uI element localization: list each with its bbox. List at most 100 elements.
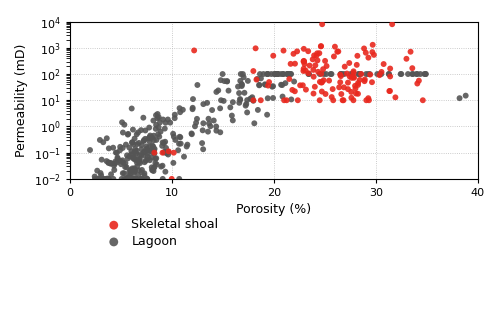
Lagoon [160,149,168,154]
Lagoon [188,105,196,111]
Lagoon [126,169,134,174]
Lagoon [172,137,179,143]
Lagoon [378,72,386,77]
Skeletal shoal [328,94,336,100]
Skeletal shoal [300,68,308,73]
Skeletal shoal [300,66,308,72]
Lagoon [176,141,184,146]
Lagoon [140,115,147,120]
Lagoon [217,77,225,83]
Lagoon [182,144,190,149]
Lagoon [122,160,130,166]
Lagoon [179,107,187,113]
Lagoon [340,72,348,77]
Lagoon [135,168,143,173]
Lagoon [198,128,206,133]
Lagoon [355,72,363,77]
Skeletal shoal [252,46,260,51]
Lagoon [116,148,124,153]
Lagoon [143,176,151,181]
Skeletal shoal [330,54,338,59]
Lagoon [237,72,245,77]
Lagoon [189,96,197,102]
Skeletal shoal [288,87,296,92]
Skeletal shoal [344,80,352,85]
Lagoon [142,144,150,149]
Lagoon [132,151,140,156]
Lagoon [253,76,261,82]
Lagoon [132,176,140,181]
Skeletal shoal [370,52,378,57]
Lagoon [100,176,108,181]
Lagoon [236,96,244,102]
Lagoon [141,136,149,141]
Lagoon [126,145,134,150]
Skeletal shoal [357,72,365,77]
Lagoon [128,140,136,145]
Lagoon [204,129,212,134]
Lagoon [158,176,166,181]
Lagoon [174,148,182,153]
Lagoon [384,72,392,77]
Lagoon [142,128,150,133]
Skeletal shoal [290,51,298,56]
Lagoon [316,72,324,77]
Skeletal shoal [286,61,294,67]
Skeletal shoal [350,74,358,80]
Skeletal shoal [347,89,355,94]
Skeletal shoal [319,67,327,72]
Lagoon [120,176,128,181]
Lagoon [216,106,224,111]
Lagoon [126,176,134,181]
Lagoon [261,82,269,87]
Lagoon [200,101,207,107]
Lagoon [146,135,154,141]
Lagoon [243,110,251,115]
Lagoon [152,126,160,132]
Lagoon [256,72,264,77]
Skeletal shoal [313,51,321,56]
Lagoon [146,136,154,141]
Skeletal shoal [314,58,322,63]
Lagoon [238,83,246,89]
Lagoon [148,143,156,148]
Lagoon [135,159,143,165]
Lagoon [138,147,145,152]
Skeletal shoal [353,62,361,68]
Lagoon [124,156,132,161]
Lagoon [132,148,140,153]
Lagoon [156,120,164,125]
Lagoon [150,146,158,152]
Lagoon [104,176,112,181]
Lagoon [272,72,280,77]
Lagoon [152,162,160,167]
Lagoon [268,72,276,77]
Skeletal shoal [300,46,308,51]
Lagoon [216,130,224,135]
Lagoon [130,176,138,181]
Lagoon [176,134,184,139]
Lagoon [171,112,179,117]
Lagoon [118,158,126,163]
Lagoon [164,149,172,154]
Lagoon [140,159,148,165]
Skeletal shoal [328,87,336,92]
Lagoon [408,72,416,77]
Lagoon [223,79,231,84]
Lagoon [140,137,148,143]
Skeletal shoal [415,78,423,83]
Lagoon [220,98,228,104]
Lagoon [157,164,165,169]
Lagoon [212,124,220,129]
Lagoon [246,96,254,101]
Skeletal shoal [252,77,260,82]
Skeletal shoal [310,74,318,79]
Lagoon [248,94,256,100]
Lagoon [385,72,393,77]
Skeletal shoal [300,61,308,67]
Lagoon [150,165,158,170]
Lagoon [224,88,232,93]
Skeletal shoal [316,98,324,103]
Lagoon [144,136,152,141]
Lagoon [134,130,142,135]
